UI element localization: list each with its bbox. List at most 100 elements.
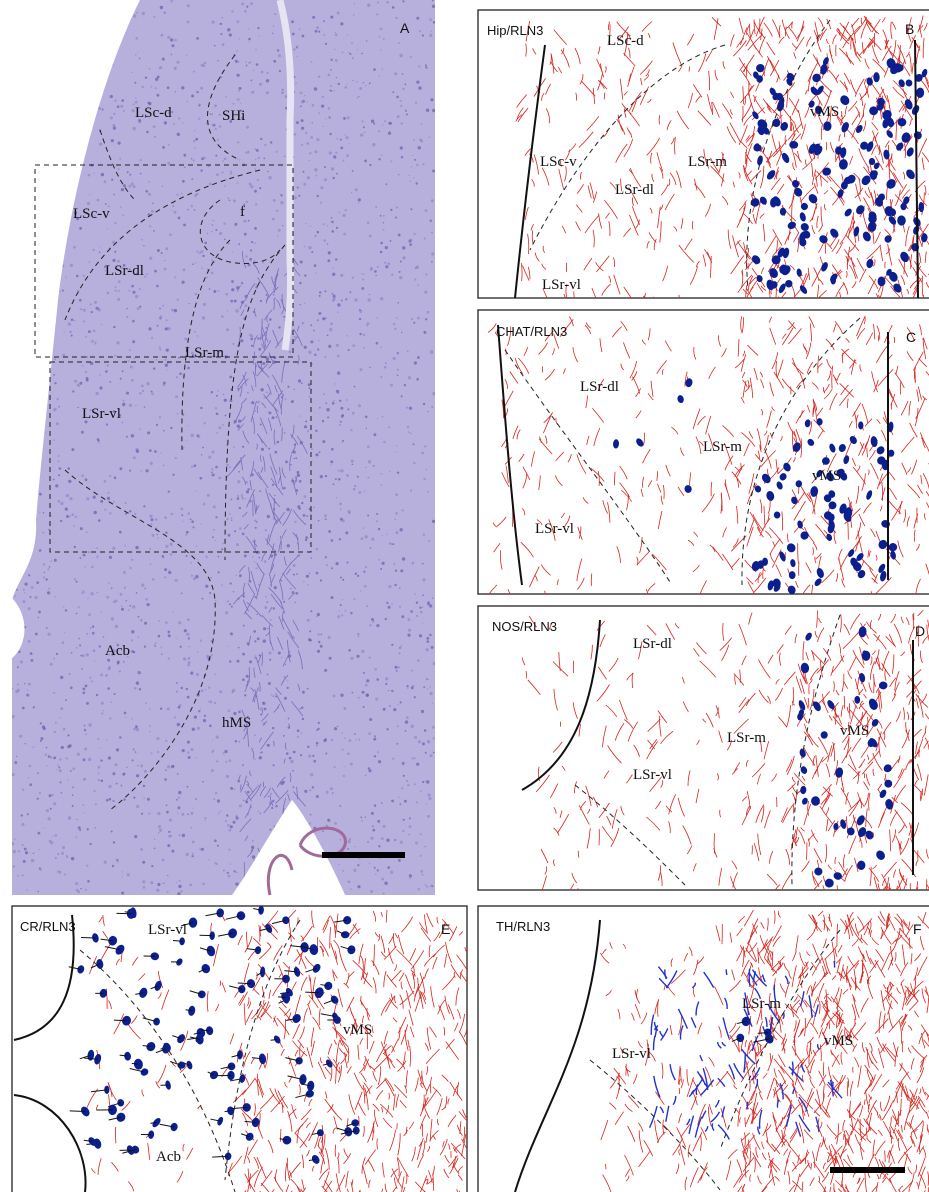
stain bbox=[16, 263, 18, 265]
stain bbox=[149, 731, 151, 733]
stain bbox=[62, 290, 64, 292]
stain bbox=[242, 653, 245, 656]
stain bbox=[47, 384, 49, 386]
stain bbox=[39, 491, 40, 492]
stain bbox=[398, 652, 400, 654]
stain bbox=[259, 868, 261, 870]
stain bbox=[163, 465, 164, 466]
stain bbox=[268, 411, 270, 413]
stain bbox=[330, 461, 333, 464]
stain bbox=[351, 192, 352, 193]
stain bbox=[340, 139, 342, 141]
stain bbox=[397, 375, 399, 377]
stain bbox=[38, 262, 41, 265]
stain bbox=[236, 543, 239, 546]
stain bbox=[106, 423, 108, 425]
stain bbox=[385, 677, 388, 680]
panel-letter: D bbox=[915, 623, 925, 639]
stain bbox=[365, 85, 366, 86]
stain bbox=[314, 760, 317, 763]
stain bbox=[307, 584, 308, 585]
stain bbox=[69, 673, 71, 675]
stain bbox=[256, 567, 258, 569]
stain bbox=[111, 617, 114, 620]
stain bbox=[377, 418, 378, 419]
stain bbox=[383, 229, 385, 231]
region-label: vMS bbox=[840, 723, 869, 739]
stain bbox=[359, 87, 362, 90]
stain bbox=[259, 490, 261, 492]
stain bbox=[200, 407, 202, 409]
stain bbox=[29, 35, 31, 37]
stain bbox=[329, 117, 331, 119]
stain bbox=[60, 520, 62, 522]
stain bbox=[383, 215, 385, 217]
stain bbox=[217, 390, 219, 392]
stain bbox=[153, 230, 155, 232]
stain bbox=[374, 735, 376, 737]
stain bbox=[419, 30, 421, 32]
stain bbox=[231, 10, 233, 12]
stain bbox=[380, 49, 382, 51]
stain bbox=[289, 351, 292, 354]
stain bbox=[408, 834, 410, 836]
stain bbox=[168, 835, 171, 838]
panel-letter: C bbox=[906, 329, 916, 345]
stain bbox=[254, 227, 257, 230]
stain bbox=[226, 328, 229, 331]
stain bbox=[234, 223, 237, 226]
stain bbox=[170, 38, 173, 41]
stain bbox=[357, 97, 358, 98]
stain bbox=[367, 3, 370, 6]
stain bbox=[314, 168, 317, 171]
stain bbox=[299, 29, 300, 30]
stain bbox=[347, 116, 350, 119]
stain bbox=[366, 679, 369, 682]
stain bbox=[347, 84, 348, 85]
stain bbox=[384, 120, 386, 122]
stain bbox=[17, 239, 19, 241]
stain bbox=[391, 690, 393, 692]
stain bbox=[304, 346, 307, 349]
stain bbox=[294, 336, 296, 338]
fiber bbox=[292, 811, 294, 818]
stain bbox=[21, 321, 23, 323]
stain bbox=[44, 60, 45, 61]
stain bbox=[324, 178, 327, 181]
stain bbox=[409, 181, 411, 183]
stain bbox=[410, 610, 413, 613]
stain bbox=[306, 142, 309, 145]
stain bbox=[267, 515, 270, 518]
stain bbox=[113, 127, 116, 130]
stain bbox=[97, 738, 99, 740]
stain bbox=[295, 602, 296, 603]
stain bbox=[361, 273, 362, 274]
stain bbox=[310, 226, 311, 227]
stain bbox=[365, 467, 367, 469]
stain bbox=[89, 677, 91, 679]
stain bbox=[18, 577, 21, 580]
stain bbox=[196, 250, 198, 252]
stain bbox=[236, 815, 238, 817]
stain bbox=[191, 520, 194, 523]
stain bbox=[109, 381, 111, 383]
stain bbox=[239, 87, 242, 90]
stain bbox=[142, 861, 145, 864]
stain bbox=[52, 214, 55, 217]
stain bbox=[257, 179, 259, 181]
stain bbox=[414, 593, 416, 595]
stain bbox=[309, 823, 311, 825]
stain bbox=[72, 21, 75, 24]
stain bbox=[116, 783, 118, 785]
stain bbox=[393, 323, 395, 325]
stain bbox=[112, 547, 115, 550]
stain bbox=[34, 50, 37, 53]
stain bbox=[408, 629, 411, 632]
stain bbox=[235, 309, 238, 312]
panel-c: CHAT/RLN3 C LSr-dl LSr-m vMS LSr-vl bbox=[478, 310, 929, 611]
stain bbox=[74, 578, 76, 580]
stain bbox=[251, 846, 254, 849]
stain bbox=[149, 725, 151, 727]
stain bbox=[72, 794, 74, 796]
stain bbox=[138, 636, 140, 638]
